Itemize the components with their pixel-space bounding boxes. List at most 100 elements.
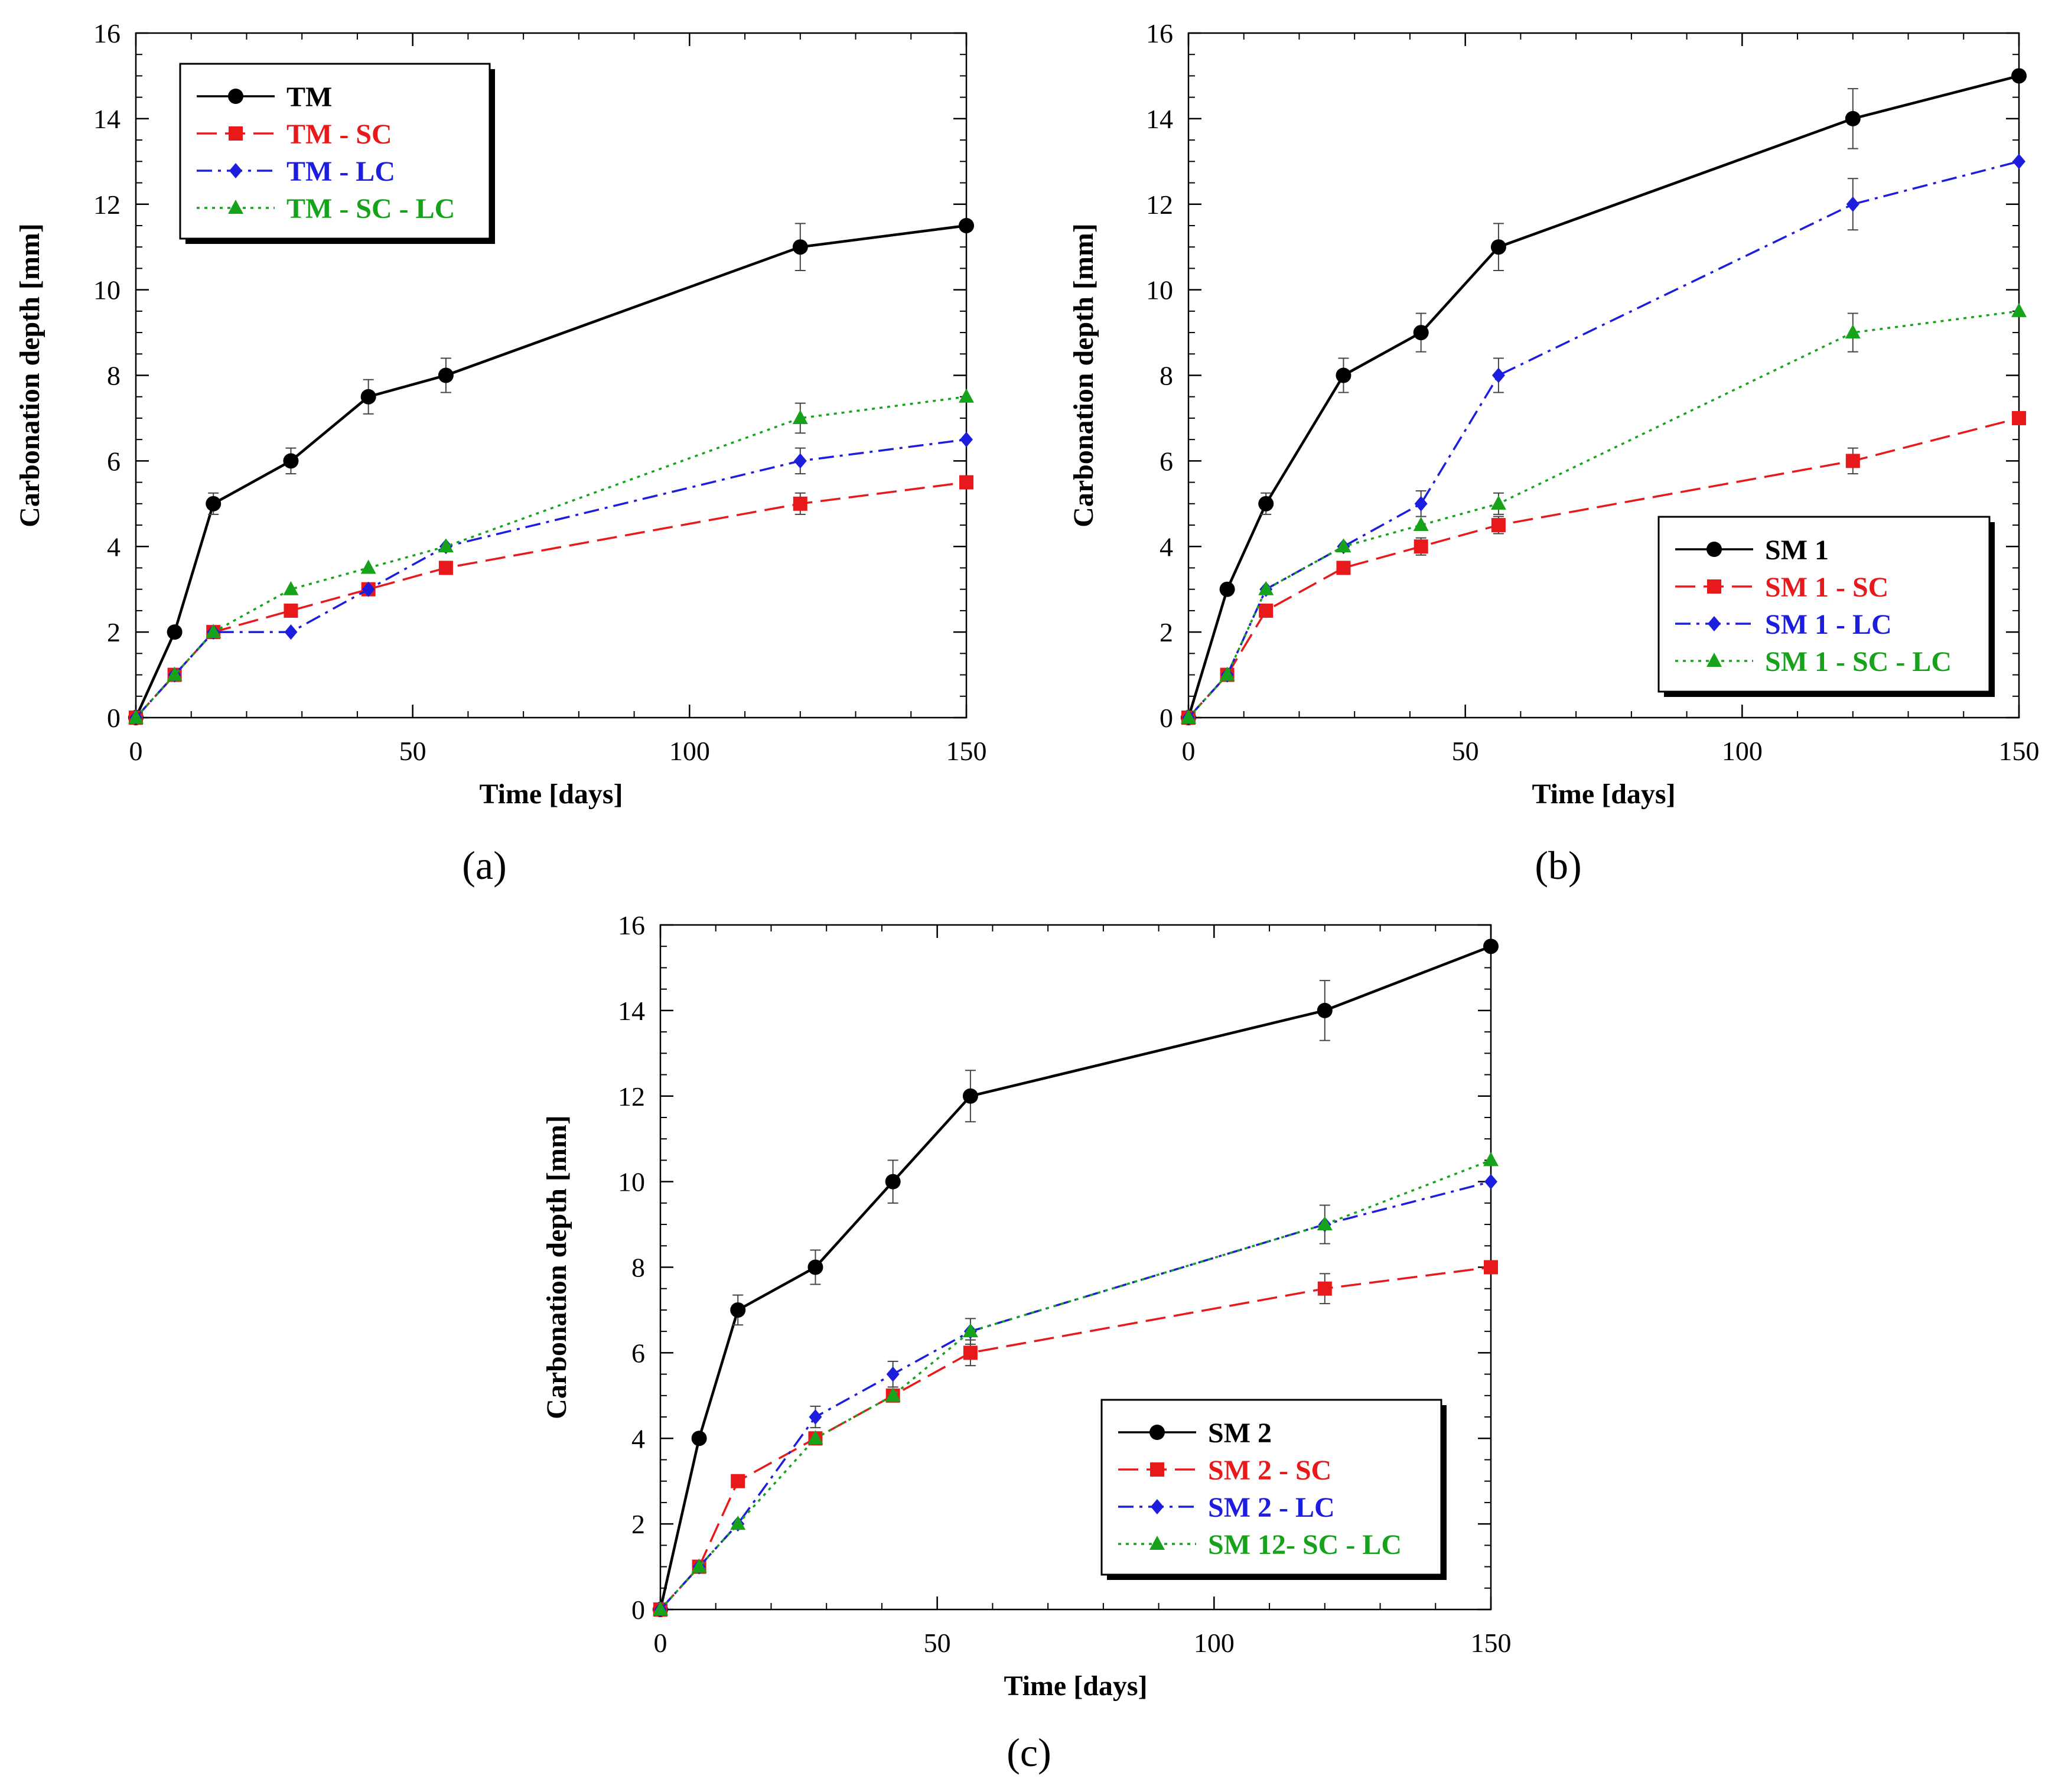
data-point: [284, 603, 298, 618]
data-point: [438, 538, 454, 553]
data-point: [438, 367, 454, 383]
data-point: [1414, 539, 1428, 554]
data-point: [1317, 1002, 1333, 1018]
data-point: [1219, 581, 1235, 597]
x-tick-label: 50: [1452, 736, 1479, 766]
data-point: [2012, 410, 2026, 425]
data-point: [885, 1387, 901, 1402]
x-tick-label: 100: [1194, 1628, 1235, 1658]
y-tick-label: 2: [107, 617, 121, 647]
data-point: [2011, 68, 2027, 84]
series-line: [135, 438, 967, 719]
data-point: [206, 496, 222, 511]
y-tick-label: 10: [93, 275, 121, 305]
series-line: [1187, 160, 2020, 719]
data-point: [206, 624, 222, 638]
data-point: [1845, 454, 1860, 468]
series-tm-sc-lc: [128, 388, 974, 724]
y-tick-label: 0: [1160, 703, 1173, 733]
y-tick-label: 16: [93, 18, 121, 48]
data-point: [1484, 1174, 1497, 1190]
y-tick-label: 2: [631, 1509, 645, 1539]
data-point: [1336, 538, 1351, 553]
y-tick-label: 8: [631, 1253, 645, 1283]
data-point: [807, 1430, 823, 1445]
x-tick-label: 50: [399, 736, 426, 766]
x-tick-label: 50: [924, 1628, 951, 1658]
series-line: [1187, 417, 2020, 719]
series-line: [1187, 74, 2020, 718]
data-point: [167, 624, 183, 640]
data-point: [360, 389, 376, 405]
series-tm-lc: [129, 432, 973, 725]
x-axis-title: Time [days]: [479, 778, 623, 810]
data-point: [962, 1088, 978, 1104]
data-point: [1845, 110, 1861, 126]
y-tick-label: 4: [107, 532, 121, 562]
legend-swatch-marker: [1149, 1536, 1165, 1550]
y-axis-title: Carbonation depth [mm]: [1068, 223, 1099, 527]
data-point: [284, 624, 298, 640]
data-point: [691, 1558, 707, 1573]
data-point: [1483, 1152, 1499, 1167]
data-point: [959, 217, 974, 233]
x-tick-label: 150: [1999, 736, 2040, 766]
x-tick-label: 100: [1722, 736, 1763, 766]
data-point: [283, 453, 299, 469]
legend-label: SM 2 - LC: [1208, 1492, 1335, 1523]
y-tick-label: 8: [107, 361, 121, 391]
chart-panel-a: 0 2 4 6 8 10 12 14 16 0 50 100 150 Time [days] Carbona…: [14, 18, 987, 810]
y-tick-label: 0: [631, 1595, 645, 1625]
y-tick-label: 14: [1146, 104, 1173, 134]
data-point: [1414, 496, 1428, 511]
data-point: [1336, 561, 1351, 575]
legend-swatch-marker: [228, 89, 243, 104]
data-point: [959, 475, 973, 490]
data-point: [360, 559, 376, 574]
data-point: [730, 1516, 746, 1530]
x-tick-label: 0: [129, 736, 143, 766]
data-point: [1317, 1281, 1332, 1296]
panel-label-b: (b): [1535, 843, 1581, 888]
data-point: [959, 388, 974, 403]
chart-panel-c: 0 2 4 6 8 10 12 14 16 0 50 100 150 Time [days] Carbona…: [541, 910, 1512, 1702]
data-point: [691, 1431, 707, 1446]
y-tick-label: 12: [1146, 190, 1173, 220]
series-tm-sc: [129, 475, 973, 725]
data-point: [793, 496, 807, 511]
legend-swatch-marker: [229, 126, 243, 141]
legend-label: SM 2 - SC: [1208, 1455, 1331, 1486]
data-point: [1336, 367, 1351, 383]
y-tick-label: 16: [1146, 18, 1173, 48]
legend-swatch-marker: [1150, 1462, 1164, 1477]
series-line: [659, 1266, 1491, 1611]
y-tick-label: 14: [93, 104, 121, 134]
legend: TM TM - SC TM - LC TM - SC - LC: [179, 63, 495, 244]
legend-label: SM 2: [1208, 1418, 1272, 1449]
data-point: [438, 561, 453, 575]
x-tick-label: 0: [1182, 736, 1196, 766]
data-point: [792, 239, 808, 255]
series-sm-12-sc-lc: [653, 1152, 1499, 1615]
data-point: [962, 1323, 978, 1338]
data-point: [283, 581, 299, 595]
series-line: [659, 1180, 1491, 1611]
legend-swatch-marker: [1707, 579, 1721, 594]
data-point: [793, 453, 807, 469]
panel-label-a: (a): [462, 843, 506, 888]
data-point: [1845, 324, 1861, 339]
legend-swatch-marker: [1149, 1425, 1165, 1440]
data-point: [730, 1302, 746, 1318]
legend-swatch-marker: [1151, 1499, 1164, 1514]
data-point: [1259, 603, 1274, 618]
legend-label: SM 1 - LC: [1765, 609, 1892, 640]
y-tick-label: 4: [1160, 532, 1173, 562]
panel-label-c: (c): [1007, 1730, 1051, 1775]
legend-label: TM: [286, 82, 332, 113]
data-point: [1317, 1216, 1333, 1231]
data-point: [167, 666, 183, 681]
data-point: [960, 432, 973, 448]
y-tick-label: 10: [1146, 275, 1173, 305]
y-axis-title: Carbonation depth [mm]: [14, 223, 45, 527]
